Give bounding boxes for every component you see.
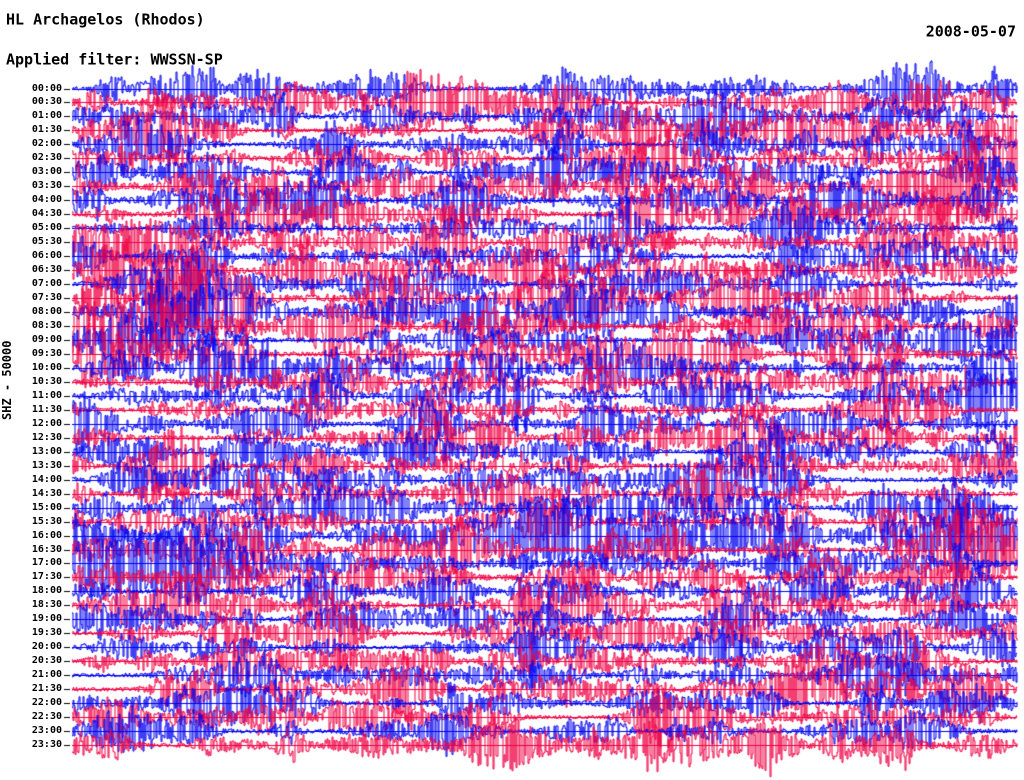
time-tick-label: 05:00	[31, 222, 62, 234]
time-tick-label: 00:30	[31, 96, 62, 108]
time-tick-label: 01:00	[31, 110, 62, 122]
time-tick-label: 18:00	[31, 585, 62, 597]
time-tick-label: 02:00	[31, 138, 62, 150]
time-tick-label: 22:30	[31, 711, 62, 723]
time-tick-label: 12:30	[31, 431, 62, 443]
time-tick-label: 16:30	[31, 543, 62, 555]
time-tick-label: 11:00	[31, 389, 62, 401]
time-tick-label: 22:00	[31, 697, 62, 709]
time-tick-label: 19:30	[31, 627, 62, 639]
time-tick-label: 20:00	[31, 641, 62, 653]
time-tick-label: 07:00	[31, 278, 62, 290]
time-tick-label: 00:00	[31, 82, 62, 94]
time-tick-label: 19:00	[31, 613, 62, 625]
time-tick-label: 15:30	[31, 515, 62, 527]
time-tick-label: 10:00	[31, 361, 62, 373]
time-axis-labels: 00:00 00:30 01:00 01:30 02:00 02:30 03:00 03:30…	[0, 0, 62, 780]
time-tick-label: 02:30	[31, 152, 62, 164]
time-tick-label: 04:00	[31, 194, 62, 206]
time-tick-label: 06:00	[31, 250, 62, 262]
time-tick-label: 09:00	[31, 333, 62, 345]
time-tick-label: 15:00	[31, 501, 62, 513]
time-tick-label: 14:00	[31, 473, 62, 485]
time-tick-label: 17:00	[31, 557, 62, 569]
time-tick-label: 23:30	[31, 739, 62, 751]
time-tick-label: 13:00	[31, 445, 62, 457]
time-tick-label: 08:30	[31, 319, 62, 331]
time-tick-label: 13:30	[31, 459, 62, 471]
time-tick-label: 14:30	[31, 487, 62, 499]
time-tick-label: 21:30	[31, 683, 62, 695]
time-tick-label: 11:30	[31, 403, 62, 415]
time-tick-label: 09:30	[31, 347, 62, 359]
time-tick-label: 17:30	[31, 571, 62, 583]
time-tick-label: 12:00	[31, 417, 62, 429]
time-tick-label: 10:30	[31, 375, 62, 387]
time-tick-label: 04:30	[31, 208, 62, 220]
time-tick-label: 01:30	[31, 124, 62, 136]
time-tick-label: 21:00	[31, 669, 62, 681]
time-tick-label: 03:00	[31, 166, 62, 178]
time-tick-label: 05:30	[31, 236, 62, 248]
time-tick-label: 06:30	[31, 264, 62, 276]
time-tick-label: 18:30	[31, 599, 62, 611]
time-tick-label: 23:00	[31, 725, 62, 737]
time-tick-label: 07:30	[31, 292, 62, 304]
time-tick-label: 20:30	[31, 655, 62, 667]
time-tick-label: 16:00	[31, 529, 62, 541]
time-tick-label: 08:00	[31, 306, 62, 318]
time-tick-label: 03:30	[31, 180, 62, 192]
